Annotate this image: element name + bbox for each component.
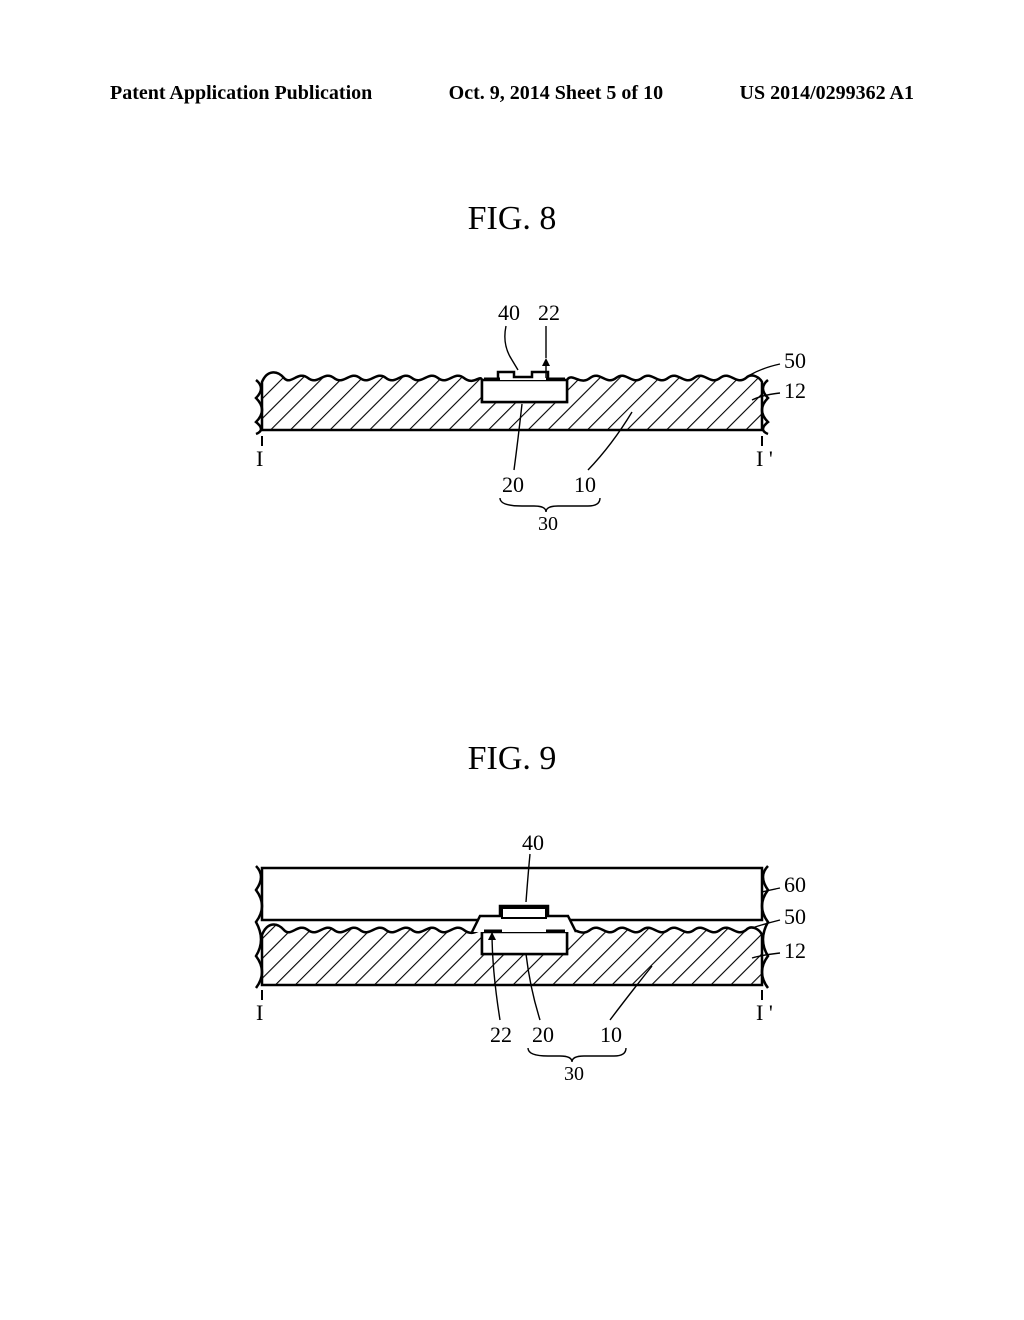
leader-60: 60 — [762, 872, 806, 897]
svg-text:40: 40 — [522, 830, 544, 855]
element-40-inner — [502, 908, 546, 918]
leader-50: 50 — [750, 348, 806, 375]
svg-text:10: 10 — [574, 472, 596, 497]
underbrace-30-9: 30 — [528, 1048, 626, 1085]
figure-8: 40 22 50 12 I I ' 20 10 — [0, 280, 1024, 540]
label-I-right: I ' — [756, 446, 773, 471]
svg-text:50: 50 — [784, 348, 806, 373]
svg-text:10: 10 — [600, 1022, 622, 1047]
header-right: US 2014/0299362 A1 — [740, 82, 914, 105]
svg-text:50: 50 — [784, 904, 806, 929]
label-I-left: I — [256, 446, 263, 471]
break-right — [762, 380, 768, 434]
figure-8-title: FIG. 8 — [0, 200, 1024, 238]
svg-text:12: 12 — [784, 938, 806, 963]
svg-text:20: 20 — [532, 1022, 554, 1047]
figure-8-svg: 40 22 50 12 I I ' 20 10 — [202, 280, 822, 540]
svg-text:60: 60 — [784, 872, 806, 897]
figure-9-svg: 40 60 50 12 I I ' 22 20 — [202, 820, 822, 1120]
svg-text:40: 40 — [498, 300, 520, 325]
recess-20 — [482, 932, 567, 954]
svg-text:22: 22 — [490, 1022, 512, 1047]
svg-text:12: 12 — [784, 378, 806, 403]
base-layer-10-hatched — [262, 372, 762, 430]
label-I-left-9: I — [256, 1000, 263, 1025]
leader-40: 40 — [498, 300, 520, 370]
svg-text:20: 20 — [502, 472, 524, 497]
leader-22: 22 — [538, 300, 560, 378]
svg-text:30: 30 — [538, 513, 558, 535]
element-40 — [498, 372, 548, 380]
underbrace-30: 30 — [500, 498, 600, 535]
page-header: Patent Application Publication Oct. 9, 2… — [0, 82, 1024, 105]
figure-9: 40 60 50 12 I I ' 22 20 — [0, 820, 1024, 1120]
header-center: Oct. 9, 2014 Sheet 5 of 10 — [449, 82, 663, 105]
figure-9-title: FIG. 9 — [0, 740, 1024, 778]
break-left — [256, 380, 262, 434]
header-left: Patent Application Publication — [110, 82, 372, 105]
svg-text:30: 30 — [564, 1063, 584, 1085]
recess-20 — [482, 380, 567, 402]
svg-text:22: 22 — [538, 300, 560, 325]
label-I-right-9: I ' — [756, 1000, 773, 1025]
